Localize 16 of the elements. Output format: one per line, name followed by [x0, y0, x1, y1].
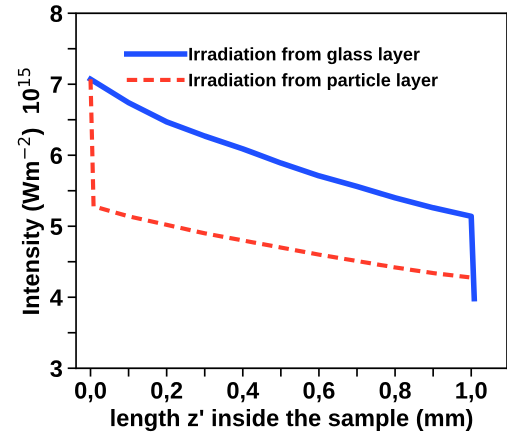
legend-label: Irradiation from glass layer [189, 47, 420, 64]
y-tick-label: 4 [50, 290, 63, 306]
x-tick-label: 0,4 [227, 382, 260, 402]
y-tick-label: 8 [50, 5, 62, 22]
x-tick-label: 0,0 [75, 382, 106, 402]
x-tick-label: 0,6 [303, 382, 334, 402]
legend-label: Irradiation from particle layer [189, 73, 438, 90]
y-tick-label: 3 [50, 360, 62, 378]
y-tick-label: 5 [50, 218, 62, 236]
x-tick-label: 1,0 [456, 382, 487, 402]
x-axis-title: length z' inside the sample (mm) [111, 408, 472, 432]
y-axis-title: Intensity (Wm$^{−2}$) 10$^{15}$ [18, 68, 44, 314]
y-tick-label: 7 [50, 76, 62, 93]
x-tick-label: 0,2 [151, 382, 182, 402]
x-tick-label: 0,8 [380, 382, 411, 402]
y-tick-label: 6 [50, 147, 62, 164]
